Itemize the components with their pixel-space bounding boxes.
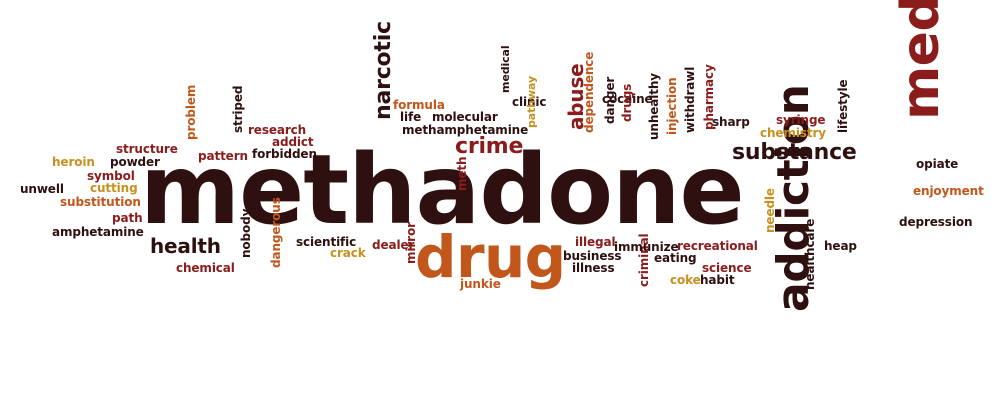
word-opiate: opiate xyxy=(916,157,959,171)
word-junkie: junkie xyxy=(460,277,501,291)
word-research: research xyxy=(248,123,307,137)
word-methamphetamine: methamphetamine xyxy=(402,123,529,137)
word-narcotic: narcotic xyxy=(371,21,396,120)
word-syringe: syringe xyxy=(776,113,826,127)
word-danger: danger xyxy=(603,76,617,124)
word-sharp: sharp xyxy=(712,115,750,129)
word-meth: meth xyxy=(455,156,469,191)
word-amphetamine: amphetamine xyxy=(52,225,144,239)
word-medical: medical xyxy=(499,45,512,93)
word-unhealthy: unhealthy xyxy=(647,72,661,140)
word-crime: crime xyxy=(455,134,524,159)
word-forbidden: forbidden xyxy=(252,147,317,161)
word-problem: problem xyxy=(184,84,198,140)
word-cocaine: cocaine xyxy=(602,92,653,106)
word-pattern: pattern xyxy=(198,149,248,163)
word-symbol: symbol xyxy=(87,169,135,183)
word-substance: substance xyxy=(732,140,857,165)
word-recreational: recreational xyxy=(677,239,758,253)
word-immunize: immunize xyxy=(614,240,679,254)
word-coke: coke xyxy=(670,273,701,287)
word-health: health xyxy=(150,234,221,258)
word-unwell: unwell xyxy=(20,182,64,196)
word-heap: heap xyxy=(824,239,857,253)
word-withdrawl: withdrawl xyxy=(683,66,697,133)
word-drugs: drugs xyxy=(620,83,634,122)
word-life: life xyxy=(400,110,422,124)
word-mirror: mirror xyxy=(404,222,418,264)
word-depression: depression xyxy=(899,215,973,229)
word-cutting: cutting xyxy=(90,181,138,195)
word-path: path xyxy=(112,211,143,225)
word-dependence: dependence xyxy=(582,51,596,133)
word-healthcare: healthcare xyxy=(803,218,817,290)
word-lifestyle: lifestyle xyxy=(836,79,850,133)
word-eating: eating xyxy=(654,251,697,265)
word-formula: formula xyxy=(393,98,445,112)
word-clinic: clinic xyxy=(512,95,547,109)
word-powder: powder xyxy=(110,155,160,169)
word-pathway: pathway xyxy=(525,75,538,128)
word-drug: drug xyxy=(415,223,566,291)
word-nobody: nobody xyxy=(239,208,253,258)
word-injection: injection xyxy=(665,77,679,135)
word-medicine: medicine xyxy=(891,0,951,120)
word-illegal: illegal xyxy=(575,235,616,249)
word-heroin: heroin xyxy=(52,155,95,169)
word-scientific: scientific xyxy=(296,235,357,249)
word-addict: addict xyxy=(272,135,314,149)
word-dangerous: dangerous xyxy=(269,197,283,268)
word-needle: needle xyxy=(763,188,777,233)
word-chemistry: chemistry xyxy=(760,126,826,140)
word-habit: habit xyxy=(700,273,735,287)
word-striped: striped xyxy=(231,85,245,133)
word-dealer: dealer xyxy=(372,238,415,252)
word-business: business xyxy=(563,249,622,263)
word-illness: illness xyxy=(572,261,615,275)
word-enjoyment: enjoyment xyxy=(913,184,984,198)
word-crack: crack xyxy=(330,246,366,260)
word-molecular: molecular xyxy=(432,110,498,124)
word-methadone: methadone xyxy=(140,134,745,246)
word-chemical: chemical xyxy=(176,261,235,275)
word-substitution: substitution xyxy=(60,195,141,209)
word-science: science xyxy=(702,261,752,275)
word-structure: structure xyxy=(116,142,178,156)
